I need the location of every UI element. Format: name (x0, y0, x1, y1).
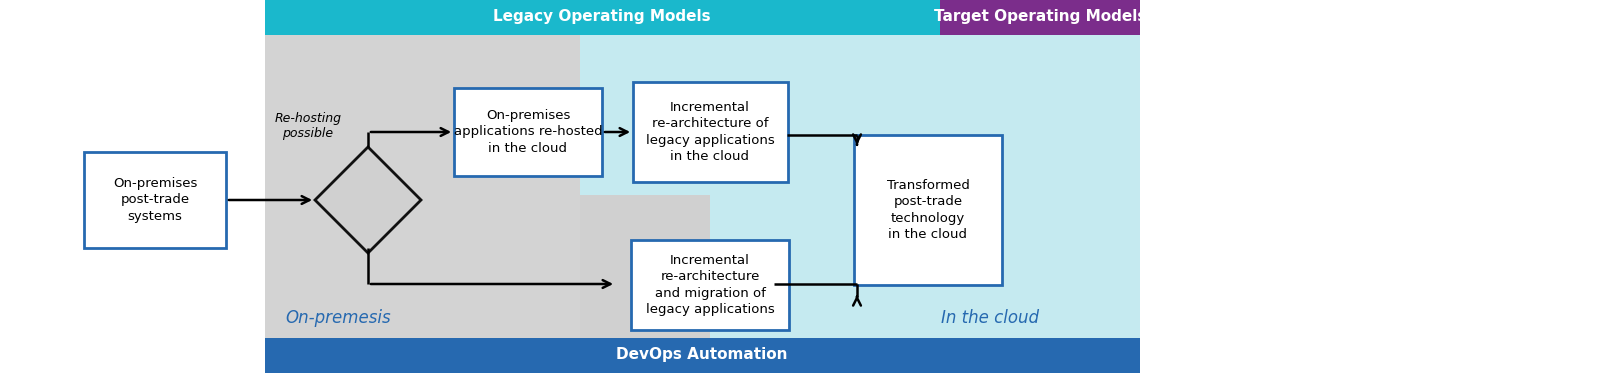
Bar (632, 82, 787, 182)
Bar (266, 0, 941, 35)
Bar (454, 88, 602, 176)
Bar (579, 35, 1139, 340)
Text: Transformed
post-trade
technology
in the cloud: Transformed post-trade technology in the… (886, 179, 970, 241)
Bar (83, 152, 226, 248)
Text: On-premises
post-trade
systems: On-premises post-trade systems (114, 177, 197, 223)
Bar (941, 0, 1139, 35)
Text: DevOps Automation: DevOps Automation (616, 348, 787, 363)
Bar (266, 35, 579, 340)
Bar (579, 195, 710, 340)
Text: On-premises
applications re-hosted
in the cloud: On-premises applications re-hosted in th… (454, 109, 602, 155)
Bar (630, 240, 789, 330)
Text: Target Operating Models: Target Operating Models (934, 9, 1146, 25)
Bar (266, 338, 1139, 373)
Text: Incremental
re-architecture of
legacy applications
in the cloud: Incremental re-architecture of legacy ap… (646, 101, 774, 163)
Bar (854, 135, 1002, 285)
Text: Incremental
re-architecture
and migration of
legacy applications: Incremental re-architecture and migratio… (646, 254, 774, 316)
Text: On-premesis: On-premesis (285, 309, 390, 327)
Text: Legacy Operating Models: Legacy Operating Models (493, 9, 710, 25)
Text: Re-hosting
possible: Re-hosting possible (275, 112, 341, 140)
Text: In the cloud: In the cloud (941, 309, 1038, 327)
Polygon shape (315, 147, 421, 253)
